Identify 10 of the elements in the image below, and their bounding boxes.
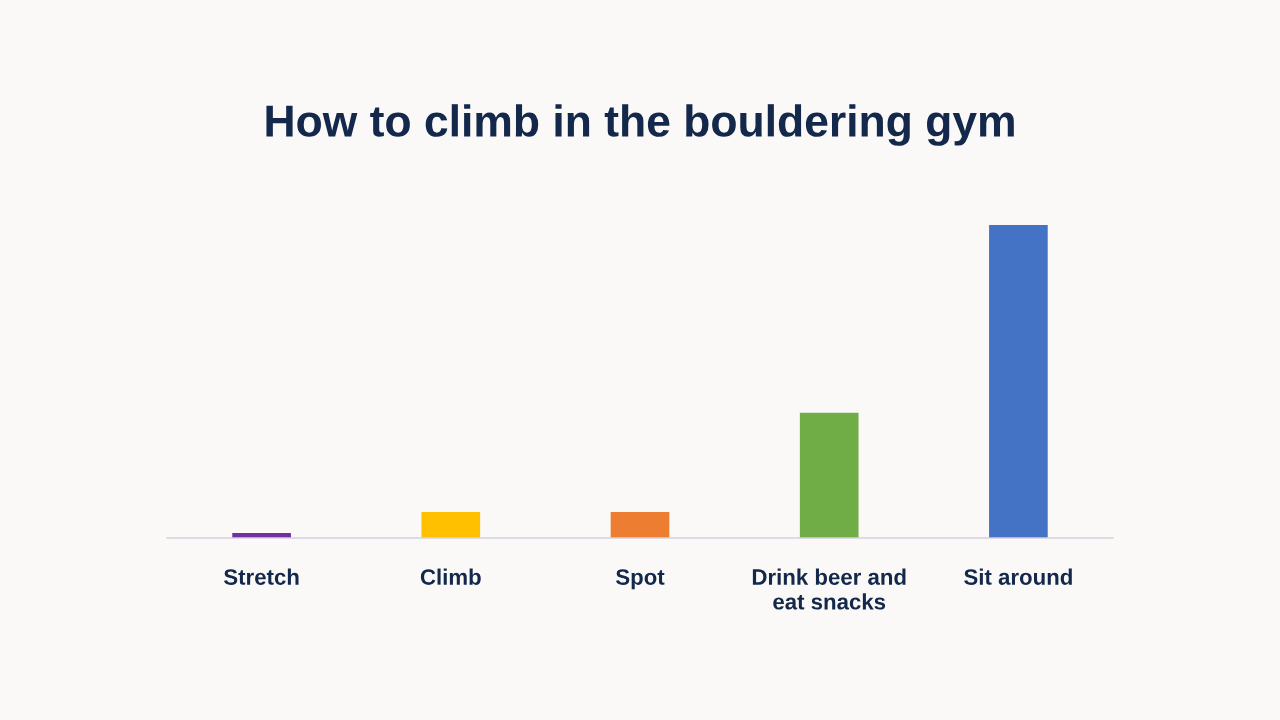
bar: [421, 512, 481, 538]
x-tick-label: Drink beer and eat snacks: [752, 568, 906, 610]
x-tick-label: Stretch: [223, 568, 299, 585]
x-tick-label: Spot: [615, 569, 665, 590]
bar: [989, 225, 1048, 538]
x-tick-label: Climb: [420, 568, 481, 585]
bar: [799, 412, 859, 538]
bar: [610, 512, 670, 538]
x-tick-label: Sit around: [964, 568, 1072, 585]
chart-title: How to climb in the bouldering gym: [266, 104, 1014, 146]
